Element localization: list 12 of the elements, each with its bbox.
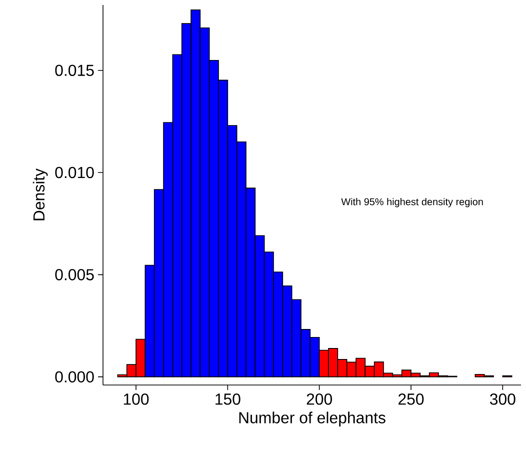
x-tick-label: 200	[306, 394, 332, 405]
y-axis-title: Density	[32, 168, 48, 220]
x-tick-label: 150	[216, 394, 240, 405]
annotation: With 95% highest density region	[341, 198, 483, 208]
x-tick-label: 250	[398, 394, 424, 405]
y-tick-label: 0.010	[55, 166, 94, 178]
x-tick-label: 100	[124, 394, 149, 405]
y-tick-label: 0.005	[55, 269, 94, 280]
y-tick-label: 0.000	[55, 371, 94, 382]
x-axis-title: Number of elephants	[239, 412, 386, 427]
x-tick-label: 300	[490, 394, 516, 405]
y-tick-label: 0.015	[55, 64, 94, 76]
